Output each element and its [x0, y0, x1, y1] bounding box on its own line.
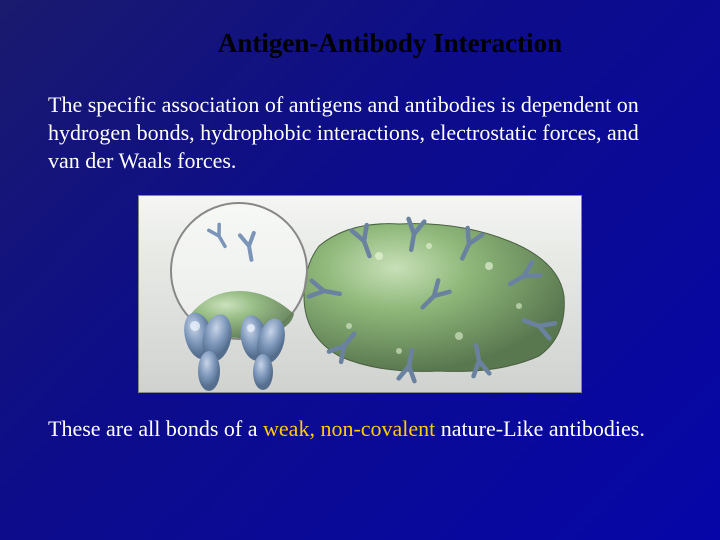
detailed-antibody-1 [179, 310, 235, 392]
slide-container: Antigen-Antibody Interaction The specifi… [0, 0, 720, 540]
illustration-container [48, 195, 672, 393]
illustration-svg [139, 196, 582, 393]
closing-after: nature-Like antibodies. [435, 416, 645, 441]
antigen-antibody-illustration [138, 195, 582, 393]
intro-paragraph: The specific association of antigens and… [48, 91, 672, 175]
closing-highlight: weak, non-covalent [263, 416, 435, 441]
slide-title: Antigen-Antibody Interaction [48, 28, 672, 59]
closing-before: These are all bonds of a [48, 416, 263, 441]
closing-paragraph: These are all bonds of a weak, non-coval… [48, 415, 672, 443]
